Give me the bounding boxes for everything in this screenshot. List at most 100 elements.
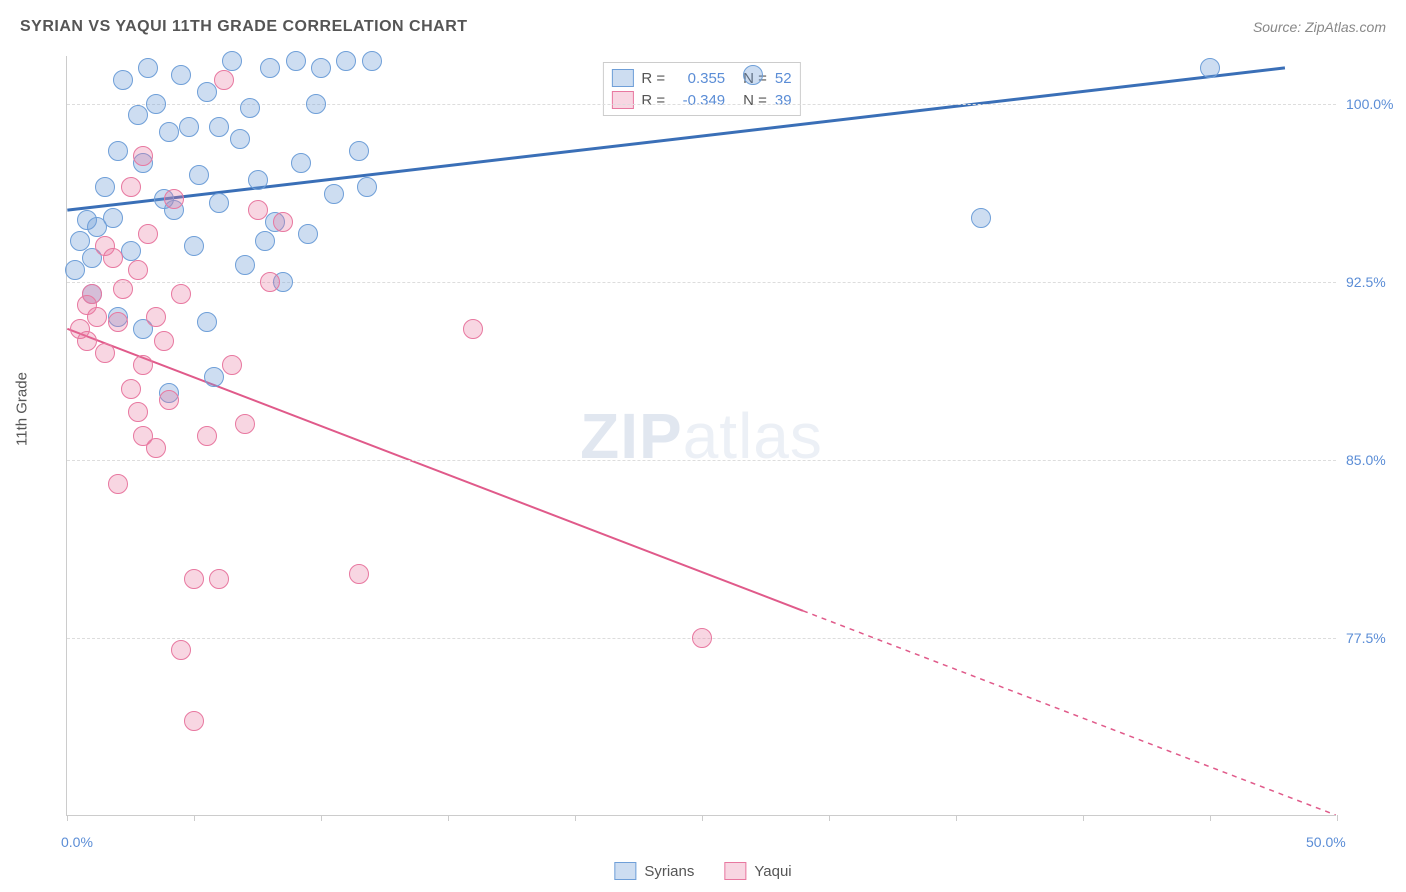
- header: SYRIAN VS YAQUI 11TH GRADE CORRELATION C…: [20, 18, 1386, 36]
- scatter-point: [154, 331, 174, 351]
- legend-bottom: Syrians Yaqui: [614, 862, 791, 880]
- scatter-point: [692, 628, 712, 648]
- scatter-point: [108, 312, 128, 332]
- scatter-point: [260, 58, 280, 78]
- legend-n-label: N =: [743, 92, 767, 109]
- scatter-point: [235, 414, 255, 434]
- scatter-point: [184, 569, 204, 589]
- legend-n-value: 52: [775, 70, 792, 87]
- legend-swatch: [611, 91, 633, 109]
- x-tick: [448, 815, 449, 821]
- scatter-point: [146, 438, 166, 458]
- scatter-point: [113, 70, 133, 90]
- chart-title: SYRIAN VS YAQUI 11TH GRADE CORRELATION C…: [20, 18, 468, 36]
- scatter-point: [95, 177, 115, 197]
- scatter-point: [189, 165, 209, 185]
- y-tick-label: 85.0%: [1346, 452, 1386, 468]
- x-tick: [1210, 815, 1211, 821]
- y-tick-label: 92.5%: [1346, 274, 1386, 290]
- scatter-point: [349, 564, 369, 584]
- x-tick: [194, 815, 195, 821]
- scatter-point: [138, 224, 158, 244]
- scatter-point: [362, 51, 382, 71]
- scatter-point: [197, 426, 217, 446]
- scatter-point: [138, 58, 158, 78]
- legend-swatch: [611, 69, 633, 87]
- scatter-point: [197, 312, 217, 332]
- scatter-point: [128, 402, 148, 422]
- x-axis-max-label: 50.0%: [1306, 834, 1346, 850]
- scatter-point: [128, 260, 148, 280]
- legend-stats-row: R =-0.349N =39: [611, 89, 791, 111]
- scatter-point: [179, 117, 199, 137]
- x-tick: [702, 815, 703, 821]
- scatter-point: [103, 208, 123, 228]
- x-tick: [1337, 815, 1338, 821]
- scatter-point: [108, 474, 128, 494]
- scatter-point: [291, 153, 311, 173]
- x-tick: [956, 815, 957, 821]
- gridline: [67, 460, 1336, 461]
- scatter-point: [222, 51, 242, 71]
- scatter-point: [77, 331, 97, 351]
- scatter-point: [108, 141, 128, 161]
- scatter-point: [336, 51, 356, 71]
- scatter-point: [311, 58, 331, 78]
- scatter-point: [214, 70, 234, 90]
- x-tick: [67, 815, 68, 821]
- legend-label: Yaqui: [754, 863, 791, 880]
- scatter-point: [260, 272, 280, 292]
- scatter-point: [184, 236, 204, 256]
- scatter-point: [463, 319, 483, 339]
- scatter-point: [121, 177, 141, 197]
- scatter-point: [184, 711, 204, 731]
- trend-line-solid: [67, 329, 803, 611]
- scatter-point: [971, 208, 991, 228]
- scatter-point: [133, 355, 153, 375]
- scatter-point: [324, 184, 344, 204]
- scatter-point: [248, 170, 268, 190]
- x-tick: [321, 815, 322, 821]
- scatter-point: [197, 82, 217, 102]
- legend-label: Syrians: [644, 863, 694, 880]
- scatter-point: [121, 379, 141, 399]
- trend-line-dashed: [803, 611, 1336, 815]
- y-tick-label: 100.0%: [1346, 96, 1393, 112]
- watermark: ZIPatlas: [580, 399, 823, 473]
- gridline: [67, 282, 1336, 283]
- legend-swatch: [724, 862, 746, 880]
- scatter-point: [357, 177, 377, 197]
- legend-r-label: R =: [641, 92, 665, 109]
- legend-stats-row: R =0.355N =52: [611, 67, 791, 89]
- legend-r-value: 0.355: [673, 70, 725, 87]
- scatter-point: [209, 569, 229, 589]
- scatter-point: [171, 284, 191, 304]
- scatter-point: [95, 343, 115, 363]
- scatter-point: [171, 640, 191, 660]
- legend-swatch: [614, 862, 636, 880]
- scatter-point: [1200, 58, 1220, 78]
- legend-item: Yaqui: [724, 862, 791, 880]
- scatter-point: [95, 236, 115, 256]
- scatter-point: [743, 65, 763, 85]
- source-label: Source: ZipAtlas.com: [1253, 19, 1386, 35]
- scatter-point: [240, 98, 260, 118]
- x-tick: [575, 815, 576, 821]
- legend-item: Syrians: [614, 862, 694, 880]
- scatter-point: [209, 193, 229, 213]
- chart-container: SYRIAN VS YAQUI 11TH GRADE CORRELATION C…: [0, 0, 1406, 892]
- scatter-point: [87, 307, 107, 327]
- x-tick: [829, 815, 830, 821]
- scatter-point: [204, 367, 224, 387]
- y-tick-label: 77.5%: [1346, 630, 1386, 646]
- scatter-point: [128, 105, 148, 125]
- scatter-point: [235, 255, 255, 275]
- scatter-point: [286, 51, 306, 71]
- scatter-point: [230, 129, 250, 149]
- scatter-point: [65, 260, 85, 280]
- scatter-point: [159, 390, 179, 410]
- scatter-point: [209, 117, 229, 137]
- scatter-point: [113, 279, 133, 299]
- scatter-point: [146, 94, 166, 114]
- scatter-point: [171, 65, 191, 85]
